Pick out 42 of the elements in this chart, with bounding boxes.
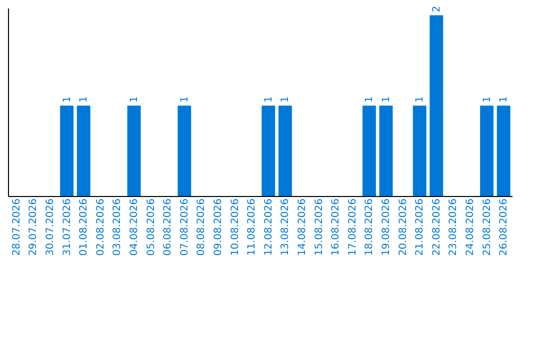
data-label: 1	[78, 96, 90, 103]
x-tick-label: 04.08.2026	[129, 198, 140, 256]
x-tick-label: 16.08.2026	[330, 198, 342, 256]
x-tick-label: 02.08.2026	[95, 198, 106, 256]
x-tick-label: 03.08.2026	[112, 198, 124, 256]
data-label: 1	[129, 96, 140, 103]
x-tick-label: 11.08.2026	[246, 198, 258, 256]
data-label: 1	[179, 96, 190, 103]
data-label: 1	[364, 96, 376, 103]
x-tick-label: 08.08.2026	[196, 198, 208, 256]
x-tick-label: 31.07.2026	[62, 198, 73, 256]
x-tick-label: 10.08.2026	[230, 198, 241, 256]
x-tick-label: 22.08.2026	[431, 198, 442, 256]
x-tick-label: 12.08.2026	[263, 198, 274, 256]
data-label: 1	[62, 96, 73, 103]
data-label: 1	[414, 96, 426, 103]
x-tick-label: 24.08.2026	[465, 198, 476, 256]
x-tick-label: 23.08.2026	[448, 198, 460, 256]
x-tick-label: 18.08.2026	[364, 198, 376, 256]
x-tick-label: 28.07.2026	[11, 198, 22, 256]
data-label: 2	[431, 6, 442, 12]
x-tick-label: 09.08.2026	[213, 198, 224, 256]
x-tick-label: 13.08.2026	[280, 198, 292, 256]
data-label: 1	[482, 96, 493, 103]
x-tick-label: 05.08.2026	[146, 198, 157, 256]
data-label: 1	[263, 96, 274, 103]
data-label: 1	[280, 96, 292, 103]
x-tick-label: 26.08.2026	[498, 198, 510, 256]
x-tick-label: 30.07.2026	[45, 198, 56, 256]
x-tick-label: 06.08.2026	[162, 198, 174, 256]
x-tick-label: 29.07.2026	[28, 198, 40, 256]
x-tick-label: 20.08.2026	[398, 198, 409, 256]
x-tick-label: 19.08.2026	[381, 198, 392, 256]
data-label: 1	[381, 96, 392, 103]
x-tick-label: 15.08.2026	[314, 198, 325, 256]
x-tick-label: 14.08.2026	[297, 198, 308, 256]
data-label: 1	[498, 96, 510, 103]
x-tick-label: 07.08.2026	[179, 198, 190, 256]
x-tick-label: 25.08.2026	[482, 198, 493, 256]
x-tick-label: 21.08.2026	[414, 198, 426, 256]
x-tick-label: 17.08.2026	[347, 198, 358, 256]
x-tick-label: 01.08.2026	[78, 198, 90, 256]
